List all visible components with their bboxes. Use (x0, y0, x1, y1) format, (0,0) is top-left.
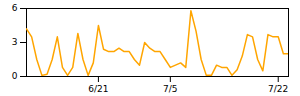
svg-text:7/22: 7/22 (268, 84, 288, 94)
svg-text:7/5: 7/5 (163, 84, 177, 94)
svg-text:6: 6 (12, 3, 18, 13)
svg-text:0: 0 (12, 71, 18, 81)
svg-text:3: 3 (12, 37, 18, 47)
svg-text:6/21: 6/21 (88, 84, 108, 94)
